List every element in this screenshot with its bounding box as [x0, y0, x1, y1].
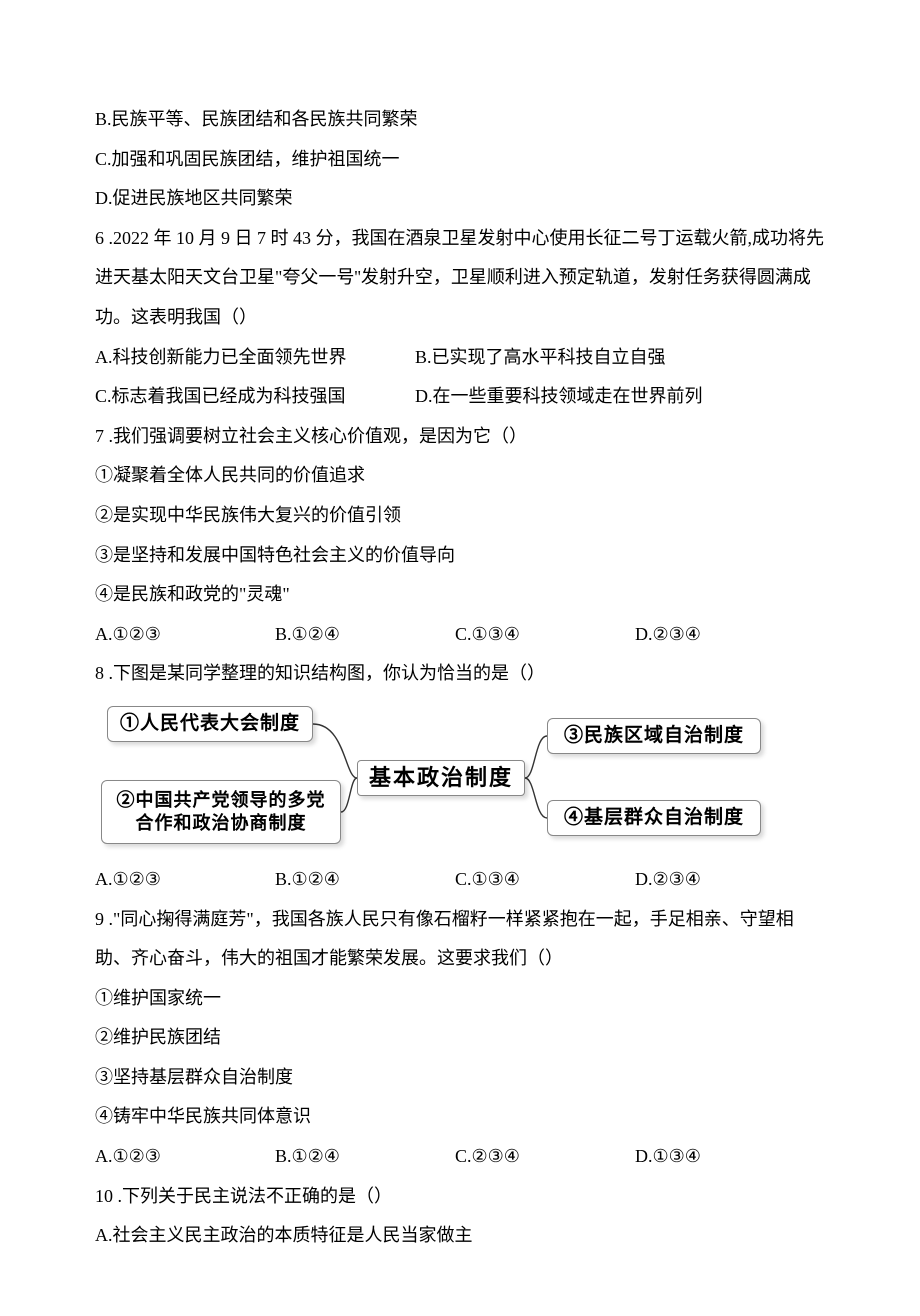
diagram-node-3: ③民族区域自治制度 [547, 718, 761, 754]
diagram-node-center: 基本政治制度 [357, 760, 525, 796]
q9-statement-3: ③坚持基层群众自治制度 [95, 1058, 825, 1098]
q6-option-a: A.科技创新能力已全面领先世界 [95, 338, 415, 378]
q9-options: A.①②③ B.①②④ C.②③④ D.①③④ [95, 1137, 825, 1177]
q10-option-a: A.社会主义民主政治的本质特征是人民当家做主 [95, 1216, 825, 1256]
q8-option-b: B.①②④ [275, 860, 455, 900]
q8-options: A.①②③ B.①②④ C.①③④ D.②③④ [95, 860, 825, 900]
q9-statement-1: ①维护国家统一 [95, 979, 825, 1019]
q9-statement-2: ②维护民族团结 [95, 1018, 825, 1058]
q6-option-c: C.标志着我国已经成为科技强国 [95, 377, 415, 417]
q8-option-c: C.①③④ [455, 860, 635, 900]
q10-stem: 10 .下列关于民主说法不正确的是（） [95, 1177, 825, 1217]
q9-stem: 9 ."同心掬得满庭芳"，我国各族人民只有像石榴籽一样紧紧抱在一起，手足相亲、守… [95, 900, 825, 979]
diagram-node-2: ②中国共产党领导的多党合作和政治协商制度 [101, 780, 341, 844]
q9-option-d: D.①③④ [635, 1137, 815, 1177]
q6-options-row2: C.标志着我国已经成为科技强国 D.在一些重要科技领域走在世界前列 [95, 377, 825, 417]
q8-option-a: A.①②③ [95, 860, 275, 900]
q5-option-c: C.加强和巩固民族团结，维护祖国统一 [95, 140, 825, 180]
q7-option-a: A.①②③ [95, 615, 275, 655]
q9-option-b: B.①②④ [275, 1137, 455, 1177]
q7-statement-3: ③是坚持和发展中国特色社会主义的价值导向 [95, 536, 825, 576]
q8-diagram: ①人民代表大会制度 ②中国共产党领导的多党合作和政治协商制度 基本政治制度 ③民… [95, 702, 775, 856]
q7-option-d: D.②③④ [635, 615, 815, 655]
q7-statement-1: ①凝聚着全体人民共同的价值追求 [95, 456, 825, 496]
q9-option-c: C.②③④ [455, 1137, 635, 1177]
q6-stem: 6 .2022 年 10 月 9 日 7 时 43 分，我国在酒泉卫星发射中心使… [95, 219, 825, 338]
q7-option-b: B.①②④ [275, 615, 455, 655]
q7-statement-2: ②是实现中华民族伟大复兴的价值引领 [95, 496, 825, 536]
q5-option-b: B.民族平等、民族团结和各民族共同繁荣 [95, 100, 825, 140]
diagram-node-4: ④基层群众自治制度 [547, 800, 761, 836]
q6-option-b: B.已实现了高水平科技自立自强 [415, 338, 666, 378]
q7-option-c: C.①③④ [455, 615, 635, 655]
q5-option-d: D.促进民族地区共同繁荣 [95, 179, 825, 219]
q9-statement-4: ④铸牢中华民族共同体意识 [95, 1097, 825, 1137]
q8-option-d: D.②③④ [635, 860, 815, 900]
q8-stem: 8 .下图是某同学整理的知识结构图，你认为恰当的是（） [95, 654, 825, 694]
q6-options-row1: A.科技创新能力已全面领先世界 B.已实现了高水平科技自立自强 [95, 338, 825, 378]
q7-stem: 7 .我们强调要树立社会主义核心价值观，是因为它（） [95, 417, 825, 457]
diagram-node-1: ①人民代表大会制度 [107, 706, 313, 742]
q9-option-a: A.①②③ [95, 1137, 275, 1177]
q7-options: A.①②③ B.①②④ C.①③④ D.②③④ [95, 615, 825, 655]
q6-option-d: D.在一些重要科技领域走在世界前列 [415, 377, 703, 417]
q7-statement-4: ④是民族和政党的"灵魂" [95, 575, 825, 615]
